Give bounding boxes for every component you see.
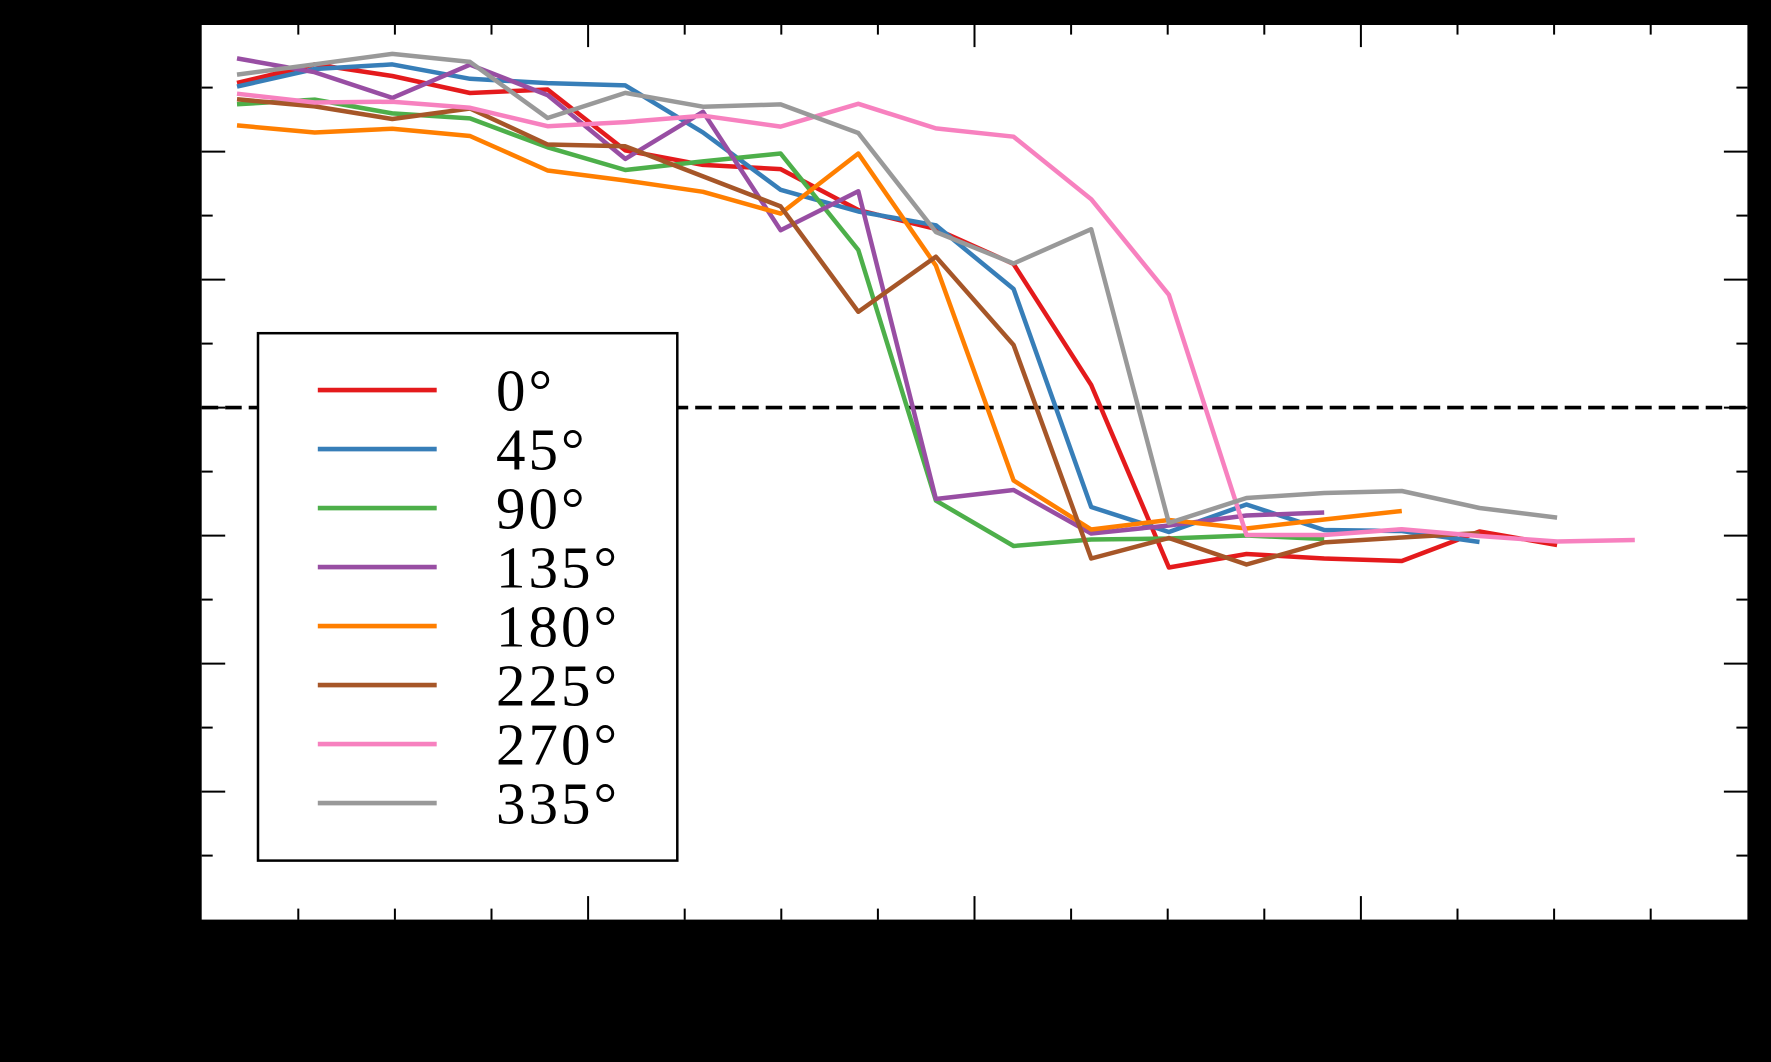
svg-text:90°: 90° xyxy=(496,475,588,541)
svg-text:0°: 0° xyxy=(496,357,555,423)
svg-text:180°: 180° xyxy=(496,593,620,659)
svg-text:225°: 225° xyxy=(496,652,620,718)
svg-text:270°: 270° xyxy=(496,711,620,777)
svg-text:335°: 335° xyxy=(496,770,620,836)
svg-text:45°: 45° xyxy=(496,416,588,482)
svg-text:135°: 135° xyxy=(496,534,620,600)
